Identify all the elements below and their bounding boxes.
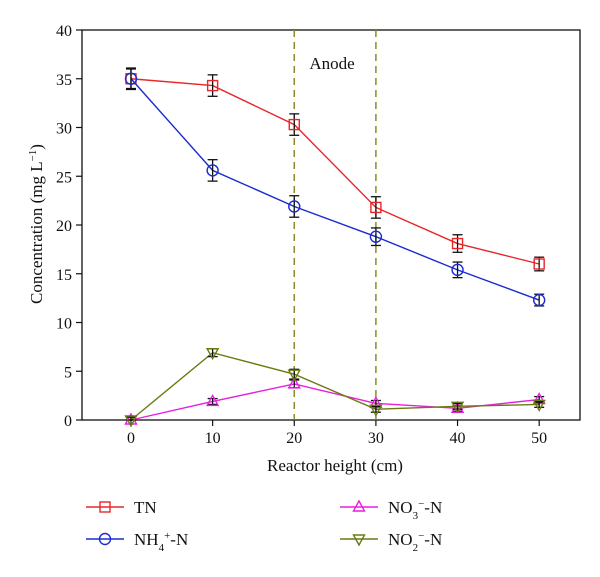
y-tick-label: 25 xyxy=(56,169,72,186)
data-point xyxy=(288,200,301,213)
data-point xyxy=(451,237,464,250)
y-axis-label-main: Concentration (mg L xyxy=(27,161,46,304)
legend-label: TN xyxy=(134,498,157,517)
series-0 xyxy=(125,68,545,272)
data-point xyxy=(124,412,138,425)
legend-label: NO2−-N xyxy=(388,530,442,554)
legend-marker xyxy=(352,534,366,547)
y-axis-label-exponent: −1 xyxy=(27,150,39,162)
data-point xyxy=(533,258,545,270)
series-2 xyxy=(124,376,546,425)
data-point xyxy=(205,394,220,407)
data-point xyxy=(206,79,219,92)
legend-marker xyxy=(98,532,112,546)
data-point xyxy=(532,293,546,307)
x-tick-label: 20 xyxy=(286,430,302,447)
series-3 xyxy=(124,348,546,428)
legend-label: NO3−-N xyxy=(388,498,442,522)
series-1 xyxy=(124,67,546,307)
data-point xyxy=(369,404,383,417)
legend-item: NO3−-N xyxy=(340,498,442,522)
series-line xyxy=(130,78,540,301)
y-tick-label: 0 xyxy=(64,413,72,430)
data-point xyxy=(451,263,464,277)
y-tick-label: 5 xyxy=(64,364,72,381)
anode-annotation: Anode xyxy=(309,54,354,73)
x-axis-label: Reactor height (cm) xyxy=(267,456,403,475)
x-tick-label: 30 xyxy=(368,430,384,447)
series-line xyxy=(130,78,540,265)
data-point xyxy=(124,72,138,85)
legend-label: NH4+-N xyxy=(134,530,188,554)
x-tick-label: 40 xyxy=(450,430,466,447)
y-tick-label: 30 xyxy=(56,121,72,138)
legend-item: NO2−-N xyxy=(340,530,442,554)
data-point xyxy=(287,369,301,382)
legend-item: NH4+-N xyxy=(86,530,188,554)
data-point xyxy=(206,164,219,177)
legend-item: TN xyxy=(86,498,157,517)
y-tick-label: 15 xyxy=(56,267,72,284)
data-point xyxy=(205,348,220,361)
plot-frame xyxy=(81,29,581,421)
legend-marker xyxy=(352,499,366,512)
y-tick-label: 35 xyxy=(56,72,72,89)
data-point xyxy=(370,201,382,214)
data-point xyxy=(287,376,301,389)
y-tick-label: 10 xyxy=(56,316,72,333)
x-tick-label: 50 xyxy=(531,430,547,447)
data-point xyxy=(124,415,138,428)
plot-area: 0 5 10 15 20 25 30 35 40 0 10 20 30 40 50 xyxy=(56,23,581,447)
data-point xyxy=(288,118,300,131)
y-tick-label: 40 xyxy=(56,23,72,40)
data-point xyxy=(369,230,383,243)
y-axis-label: Concentration (mg L−1) xyxy=(27,144,46,304)
legend-marker xyxy=(99,501,111,513)
series-line xyxy=(130,351,540,421)
data-point xyxy=(532,399,546,412)
series-line xyxy=(130,383,540,421)
x-tick-label: 10 xyxy=(205,430,221,447)
legend: TN NH4+-N NO3−-N NO2−-N xyxy=(86,498,442,554)
y-tick-label: 20 xyxy=(56,218,72,235)
y-axis-label-close: ) xyxy=(27,144,46,150)
data-point xyxy=(450,401,465,414)
x-tick-label: 0 xyxy=(127,430,135,447)
